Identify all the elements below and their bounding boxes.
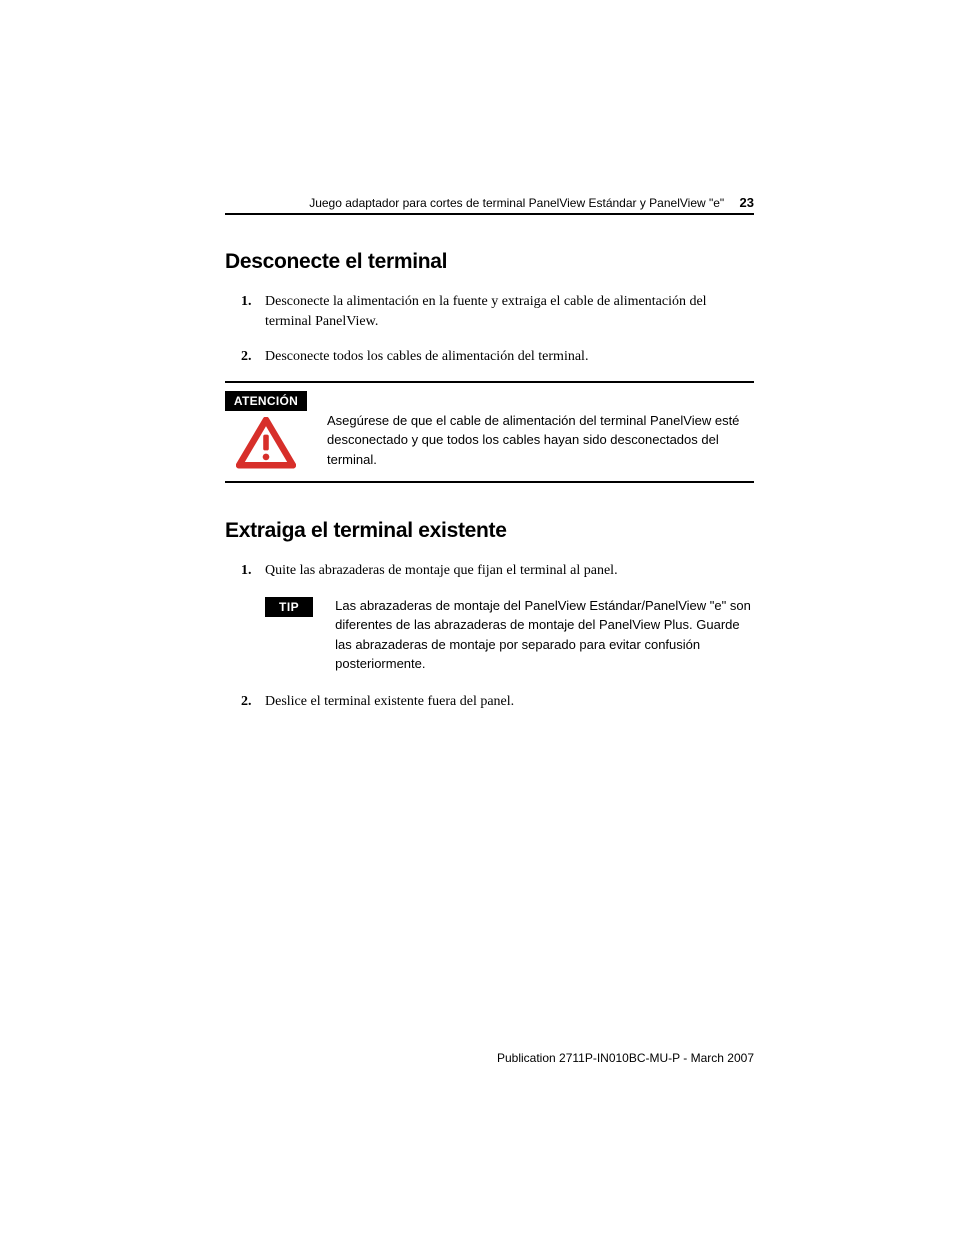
page-footer: Publication 2711P-IN010BC-MU-P - March 2… xyxy=(497,1051,754,1065)
step-text: Quite las abrazaderas de montaje que fij… xyxy=(265,563,618,578)
steps-list-remove-a: 1. Quite las abrazaderas de montaje que … xyxy=(225,561,754,581)
step-text: Desconecte todos los cables de alimentac… xyxy=(265,349,588,364)
step-number: 1. xyxy=(241,292,252,312)
step-text: Deslice el terminal existente fuera del … xyxy=(265,694,514,709)
attention-body: Asegúrese de que el cable de alimentació… xyxy=(327,391,754,470)
running-header: Juego adaptador para cortes de terminal … xyxy=(225,195,754,210)
steps-list-disconnect: 1. Desconecte la alimentación en la fuen… xyxy=(225,292,754,367)
step-number: 2. xyxy=(241,692,252,712)
document-page: Juego adaptador para cortes de terminal … xyxy=(0,0,954,1235)
attention-callout: ATENCIÓN Asegúrese de que el cable de al… xyxy=(225,381,754,484)
steps-list-remove-b: 2. Deslice el terminal existente fuera d… xyxy=(225,692,754,712)
tip-callout: TIP Las abrazaderas de montaje del Panel… xyxy=(265,596,754,674)
tip-body: Las abrazaderas de montaje del PanelView… xyxy=(335,596,754,674)
running-header-text: Juego adaptador para cortes de terminal … xyxy=(309,196,724,210)
step-number: 2. xyxy=(241,347,252,367)
step-item: 1. Desconecte la alimentación en la fuen… xyxy=(265,292,754,333)
section-heading-disconnect: Desconecte el terminal xyxy=(225,250,754,274)
step-number: 1. xyxy=(241,561,252,581)
page-content: Desconecte el terminal 1. Desconecte la … xyxy=(225,250,754,726)
warning-triangle-icon xyxy=(236,417,296,469)
attention-left-col: ATENCIÓN xyxy=(225,391,307,469)
page-number: 23 xyxy=(740,195,754,210)
attention-badge: ATENCIÓN xyxy=(225,391,307,411)
section-heading-remove: Extraiga el terminal existente xyxy=(225,519,754,543)
step-text: Desconecte la alimentación en la fuente … xyxy=(265,294,707,329)
header-rule xyxy=(225,213,754,215)
step-item: 1. Quite las abrazaderas de montaje que … xyxy=(265,561,754,581)
step-item: 2. Deslice el terminal existente fuera d… xyxy=(265,692,754,712)
tip-badge: TIP xyxy=(265,597,313,617)
step-item: 2. Desconecte todos los cables de alimen… xyxy=(265,347,754,367)
